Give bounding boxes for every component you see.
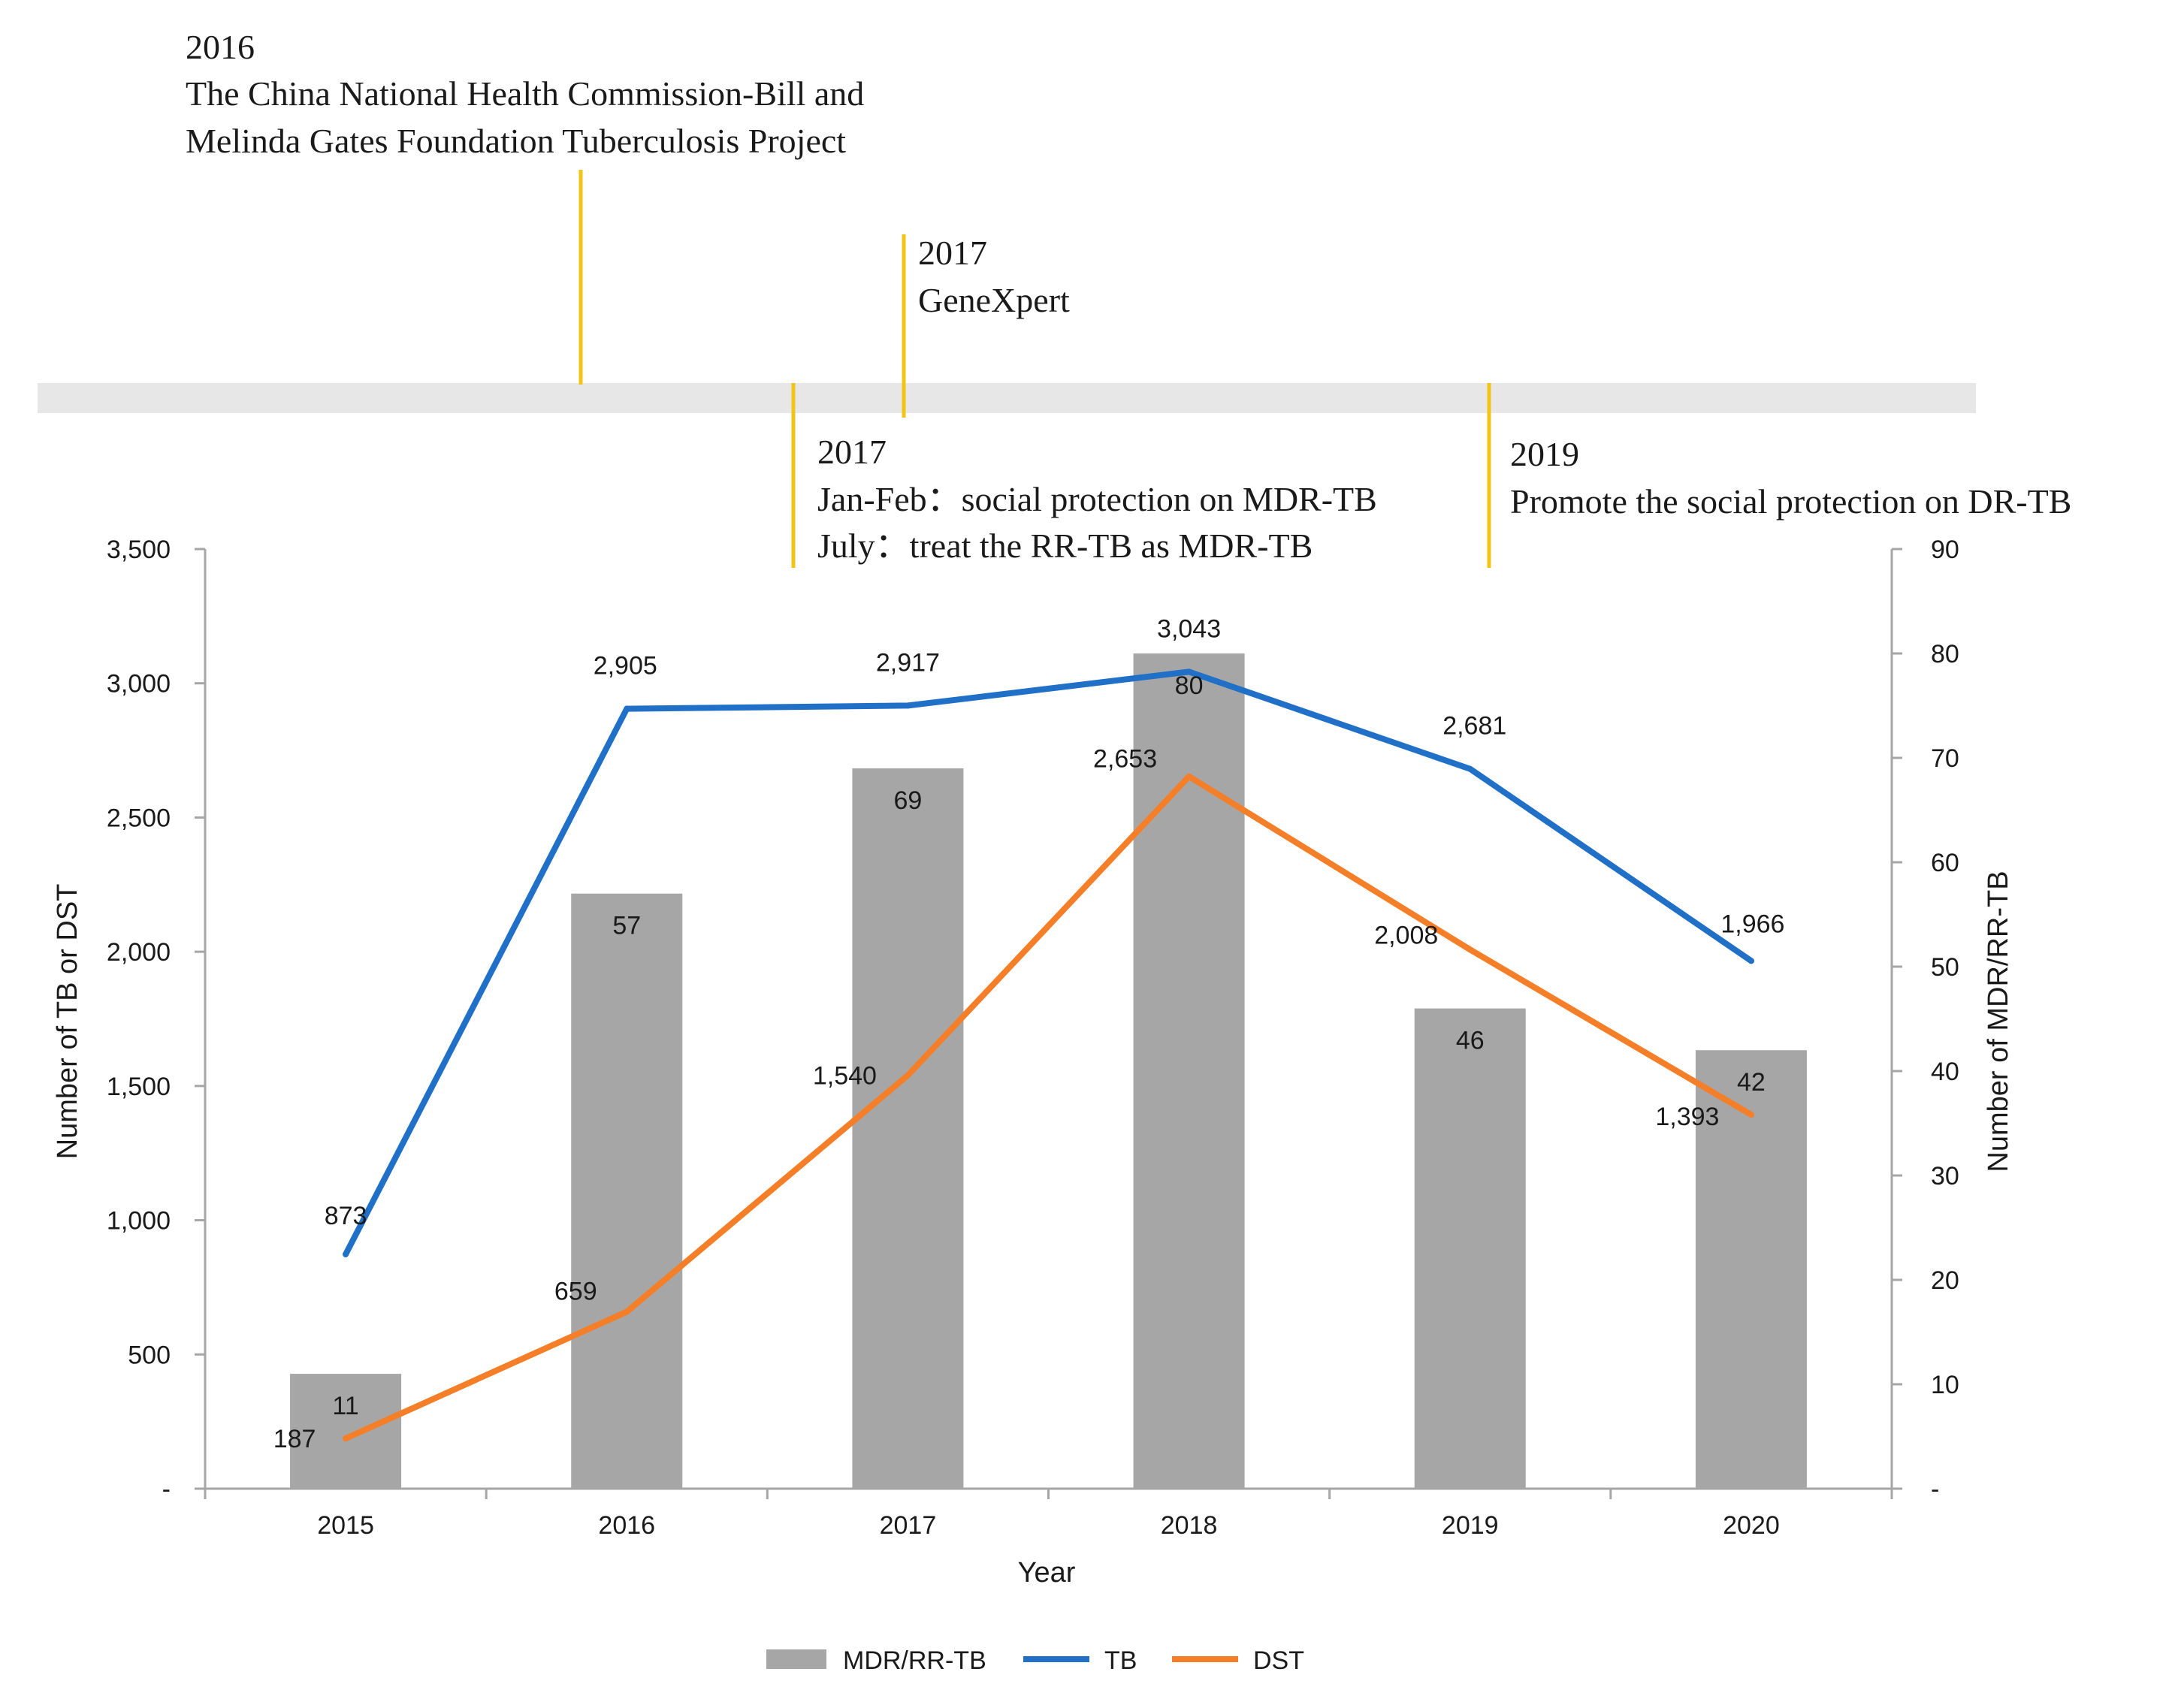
tb-line — [343, 668, 1754, 1257]
y-right-tick-label: 70 — [1931, 744, 1959, 773]
y-left-tick-label: 1,500 — [107, 1073, 171, 1101]
y-axis-right-title: Number of MDR/RR-TB — [1983, 871, 2014, 1172]
tb-point-2015 — [343, 1251, 349, 1257]
dst-label-2018: 2,653 — [1093, 745, 1157, 774]
x-tick-label: 2019 — [1442, 1511, 1499, 1540]
event-2016-line-1: The China National Health Commission-Bil… — [186, 74, 864, 113]
bar-label-2020: 42 — [1737, 1068, 1766, 1097]
tb-point-2018 — [1186, 668, 1192, 675]
y-right-tick-label: 60 — [1931, 849, 1959, 877]
bar-label-2019: 46 — [1456, 1027, 1485, 1055]
bar-label-2018: 80 — [1175, 671, 1204, 700]
y-right-tick-label: 40 — [1931, 1058, 1959, 1086]
legend-label-dst: DST — [1253, 1646, 1304, 1675]
lines — [343, 668, 1754, 1442]
tb-point-2020 — [1748, 958, 1754, 964]
tb-label-2017: 2,917 — [876, 648, 940, 677]
y-left-tick-label: 3,500 — [107, 536, 171, 564]
bar-mdr-2020 — [1695, 1050, 1807, 1489]
dst-point-2020 — [1748, 1112, 1754, 1118]
event-2017-social-line-1: Jan-Feb：social protection on MDR-TB — [817, 480, 1377, 518]
y-left-tick-label: 3,000 — [107, 670, 171, 699]
y-left-tick-label: 500 — [128, 1341, 171, 1369]
bar-mdr-2015 — [290, 1374, 402, 1489]
dst-point-2015 — [343, 1435, 349, 1442]
event-2017-social-line-2: July：treat the RR-TB as MDR-TB — [817, 527, 1313, 565]
tb-point-2016 — [624, 705, 630, 712]
y-right-tick-label: - — [1931, 1475, 1939, 1504]
y-left-tick-label: 2,000 — [107, 938, 171, 967]
event-2017-genexpert-line-1: GeneXpert — [918, 281, 1070, 319]
y-right-tick-label: 90 — [1931, 536, 1959, 564]
y-right-tick-label: 10 — [1931, 1371, 1959, 1399]
legend-swatch-mdr — [766, 1649, 826, 1669]
y-left-tick-label: 2,500 — [107, 804, 171, 832]
x-tick-label: 2017 — [880, 1511, 937, 1540]
dst-line — [343, 773, 1754, 1442]
tb-point-2019 — [1467, 765, 1473, 772]
y-right-tick-label: 50 — [1931, 953, 1959, 982]
dst-point-2017 — [905, 1072, 911, 1079]
bar-mdr-2019 — [1414, 1008, 1526, 1489]
y-left-tick-label: 1,000 — [107, 1207, 171, 1236]
y-right-tick-label: 80 — [1931, 640, 1959, 668]
dst-label-2017: 1,540 — [813, 1062, 877, 1091]
data-labels: 11 57 69 80 46 42 873 2,905 2,917 3,043 2,681 1,966… — [273, 614, 1785, 1453]
event-2016-year: 2016 — [186, 28, 255, 66]
tb-label-2019: 2,681 — [1442, 712, 1506, 741]
bar-label-2015: 11 — [332, 1392, 358, 1420]
bar-mdr-2017 — [852, 768, 964, 1489]
bar-label-2017: 69 — [894, 786, 923, 815]
event-2019-year: 2019 — [1510, 435, 1579, 473]
tb-label-2020: 1,966 — [1720, 910, 1784, 938]
dst-point-2016 — [624, 1308, 630, 1315]
x-tick-label: 2015 — [317, 1511, 374, 1540]
bars — [290, 653, 1807, 1489]
dst-label-2020: 1,393 — [1655, 1103, 1719, 1131]
tb-label-2018: 3,043 — [1157, 614, 1221, 643]
y-right-tick-label: 20 — [1931, 1266, 1959, 1295]
timeline: 2016 The China National Health Commissio… — [38, 28, 2071, 568]
legend-label-tb: TB — [1104, 1646, 1137, 1675]
legend: MDR/RR-TB TB DST — [766, 1646, 1304, 1675]
x-tick-label: 2018 — [1161, 1511, 1218, 1540]
y-left-tick-label: - — [162, 1475, 171, 1504]
dst-label-2016: 659 — [554, 1277, 597, 1305]
dst-label-2015: 187 — [273, 1425, 316, 1453]
event-2016-line-2: Melinda Gates Foundation Tuberculosis Pr… — [186, 122, 846, 160]
event-2017-genexpert-year: 2017 — [918, 234, 987, 272]
tb-label-2015: 873 — [325, 1202, 367, 1230]
event-2019-line-1: Promote the social protection on DR-TB — [1510, 482, 2071, 521]
chart: - 500 1,000 1,500 2,000 2,500 3,000 3,500 - 10 20 3… — [52, 536, 2014, 1589]
y-axis-left-title: Number of TB or DST — [52, 884, 83, 1160]
x-tick-label: 2016 — [598, 1511, 655, 1540]
dst-label-2019: 2,008 — [1374, 921, 1438, 949]
bar-mdr-2018 — [1133, 653, 1245, 1489]
y-right-tick-label: 30 — [1931, 1162, 1959, 1190]
dst-point-2018 — [1186, 773, 1192, 780]
x-tick-label: 2020 — [1723, 1511, 1780, 1540]
legend-label-mdr: MDR/RR-TB — [843, 1646, 986, 1675]
x-axis-title: Year — [1018, 1557, 1076, 1589]
dst-point-2019 — [1467, 946, 1473, 953]
tb-point-2017 — [905, 702, 911, 709]
axes: - 500 1,000 1,500 2,000 2,500 3,000 3,500 - 10 20 3… — [107, 536, 1959, 1540]
event-2017-social-year: 2017 — [817, 433, 887, 471]
bar-mdr-2016 — [571, 893, 683, 1489]
timeline-band — [38, 383, 1976, 413]
tb-label-2016: 2,905 — [594, 652, 657, 680]
bar-label-2016: 57 — [612, 912, 641, 940]
